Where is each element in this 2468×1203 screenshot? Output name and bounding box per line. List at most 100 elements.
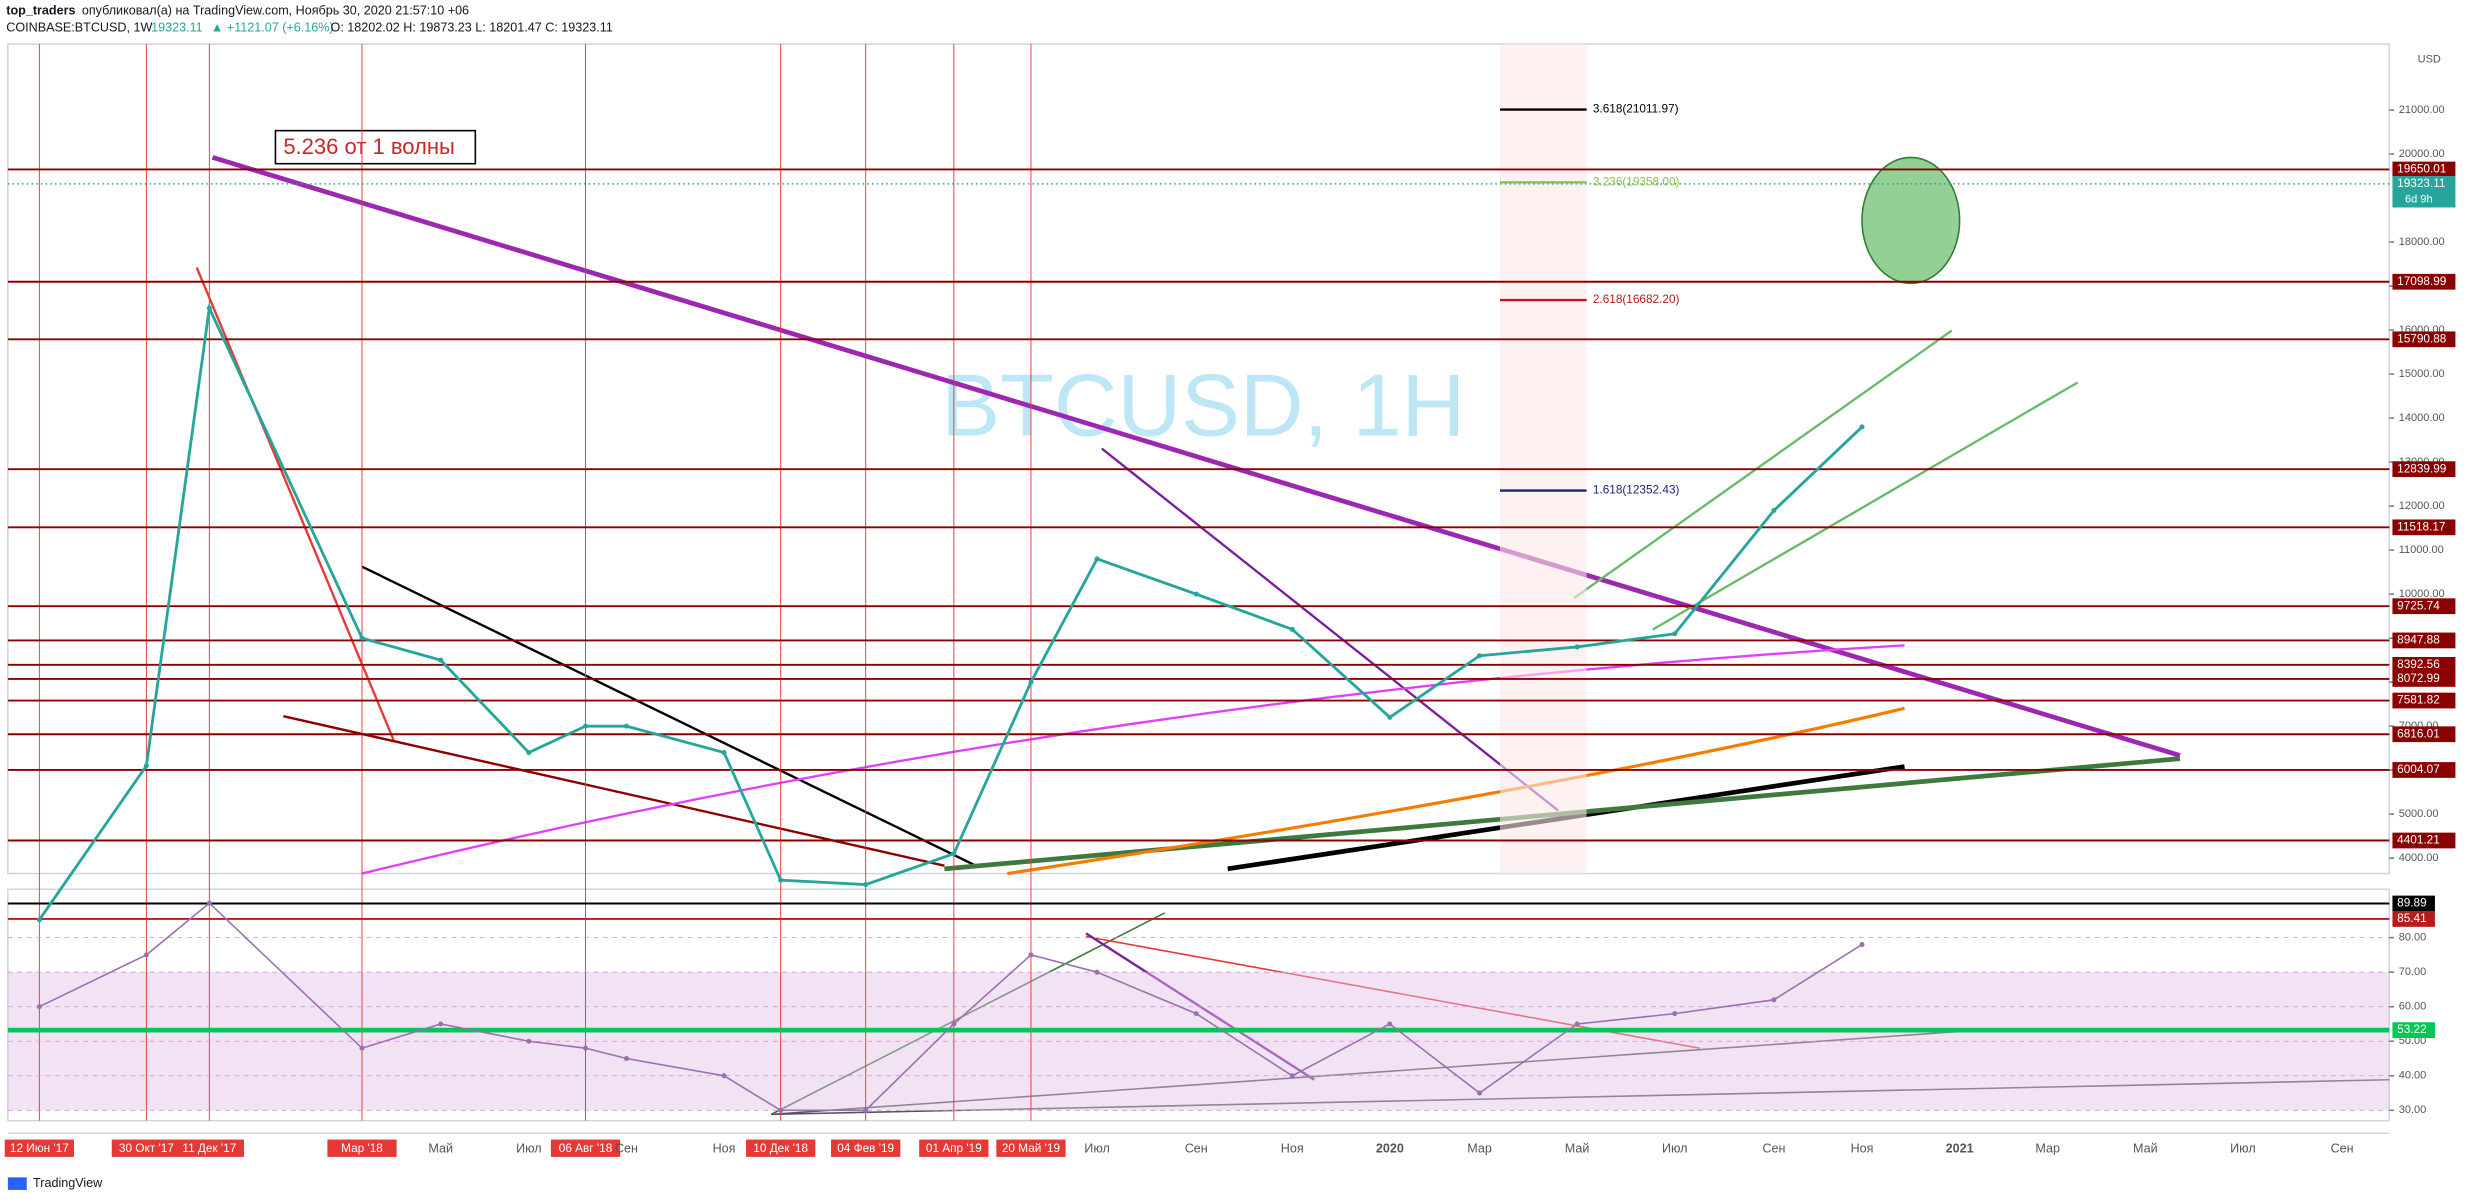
price-level-label: 8947.88 (2397, 633, 2440, 647)
y-tick-label: 11000.00 (2399, 544, 2444, 556)
price-line-point (778, 877, 784, 883)
trend-line (1652, 381, 2079, 631)
currency: USD (2418, 54, 2441, 66)
price-level-label: 12839.99 (2397, 461, 2446, 475)
rsi-tick-label: 40.00 (2399, 1070, 2427, 1082)
highlight-zone (1500, 44, 1587, 874)
rsi-line-point (583, 1045, 589, 1051)
brand-logo (7, 1177, 27, 1190)
x-tick-label: 2020 (1376, 1141, 1404, 1155)
fib-label: 3.236(19358.00) (1593, 174, 1680, 188)
price-panel (7, 43, 2391, 875)
rsi-line-point (721, 1073, 727, 1079)
rsi-level-label: 53.22 (2397, 1022, 2427, 1036)
rsi-tick-label: 50.00 (2399, 1035, 2427, 1047)
rsi-line-point (1028, 952, 1034, 958)
price-level-label: 8392.56 (2397, 657, 2440, 671)
rsi-line-point (1477, 1090, 1483, 1096)
rsi-line-point (359, 1045, 365, 1051)
rsi-line-point (951, 1021, 957, 1027)
rsi-trend-line (770, 912, 1166, 1116)
x-tick-label: Июл (2230, 1141, 2256, 1155)
price-line-point (1289, 626, 1295, 632)
x-tick-label: Ноя (1281, 1141, 1304, 1155)
rsi-tick-label: 80.00 (2399, 932, 2427, 944)
date-marker-box (550, 1139, 621, 1157)
fib-label: 2.618(16682.20) (1593, 292, 1680, 306)
y-tick-label: 10000.00 (2399, 588, 2445, 600)
trend-line (211, 155, 2181, 758)
rsi-line (39, 902, 1863, 1112)
rsi-level-label: 85.41 (2397, 911, 2427, 925)
x-tick-label: Июл (1662, 1141, 1688, 1155)
price-line-point (1028, 679, 1034, 685)
note: 5.236 от 1 волны (283, 134, 455, 159)
x-tick-label: Мар '18 (341, 1141, 383, 1155)
y-tick-label: 18000.00 (2399, 236, 2445, 248)
author[interactable]: top_traders (6, 3, 75, 17)
price-level-label: 15790.88 (2397, 331, 2447, 345)
rsi-line-point (623, 1055, 629, 1062)
price-line-point (1574, 644, 1580, 650)
fib-label: 1.618(12352.43) (1593, 483, 1680, 497)
rsi-level-label: 89.89 (2397, 896, 2427, 910)
price-level-box (2392, 161, 2456, 178)
fib-label: 3.618(21011.97) (1593, 102, 1679, 116)
rsi-trend-line (771, 1030, 1968, 1116)
price-line-point (1193, 591, 1199, 597)
rsi-tick-label: 70.00 (2399, 966, 2427, 978)
ohlc: O: 18202.02 H: 19873.23 L: 18201.47 C: 1… (331, 21, 613, 35)
x-tick-label: 20 Май '19 (1002, 1141, 1060, 1155)
y-tick-label: 20000.00 (2399, 148, 2445, 160)
rsi-level-box (2392, 1022, 2435, 1038)
x-tick-label: 11 Дек '17 (182, 1141, 236, 1155)
price-line-point (526, 750, 532, 756)
price-line-point (1094, 556, 1100, 562)
rsi-line-point (1771, 997, 1777, 1003)
price-level-box (2392, 692, 2456, 709)
highlight-ellipse (1861, 156, 1961, 285)
countdown: 6d 9h (2405, 194, 2433, 206)
y-tick-label: 12000.00 (2399, 500, 2445, 512)
price-line-point (206, 305, 212, 311)
rsi-line-point (143, 952, 149, 958)
rsi-line-point (526, 1038, 532, 1044)
rsi-line-point (36, 1004, 42, 1010)
price-line-point (438, 657, 444, 663)
x-tick-label: Сен (1762, 1141, 1785, 1155)
price-level-box (2392, 331, 2456, 348)
price-line-point (721, 750, 727, 756)
price-level-box (2392, 762, 2456, 778)
brand: TradingView (33, 1176, 103, 1190)
price-line-point (1477, 653, 1483, 659)
price-level-box (2392, 519, 2456, 536)
x-tick-label: Май (428, 1141, 453, 1155)
price-level-label: 11518.17 (2397, 519, 2445, 533)
trend-line (1573, 329, 1953, 600)
price-level-label: 17098.99 (2397, 274, 2446, 288)
x-tick-label: Июл (1084, 1141, 1110, 1155)
price-level-box (2392, 671, 2456, 687)
price-level-label: 7581.82 (2397, 693, 2440, 707)
current-price-box (2392, 176, 2456, 208)
price-level-box (2392, 656, 2456, 673)
price-level-box (2392, 461, 2456, 478)
price-level-box (2392, 632, 2456, 649)
last-price: 19323.11 (151, 21, 203, 35)
trend-line (361, 565, 977, 867)
x-tick-label: Сен (2331, 1141, 2354, 1155)
price-level-label: 8072.99 (2397, 671, 2440, 685)
date-marker-box (111, 1139, 182, 1157)
x-tick-label: 2021 (1946, 1141, 1974, 1155)
rsi-line-point (1094, 969, 1100, 975)
rsi-line-point (1387, 1021, 1393, 1027)
price-line-point (1672, 631, 1678, 637)
y-tick-label: 4000.00 (2399, 852, 2439, 864)
price-line-point (951, 851, 957, 857)
x-tick-label: Май (1565, 1141, 1590, 1155)
rsi-line-point (863, 1107, 869, 1113)
rsi-panel (7, 888, 2391, 1122)
rsi-line-point (438, 1021, 444, 1027)
price-level-box (2392, 273, 2456, 290)
